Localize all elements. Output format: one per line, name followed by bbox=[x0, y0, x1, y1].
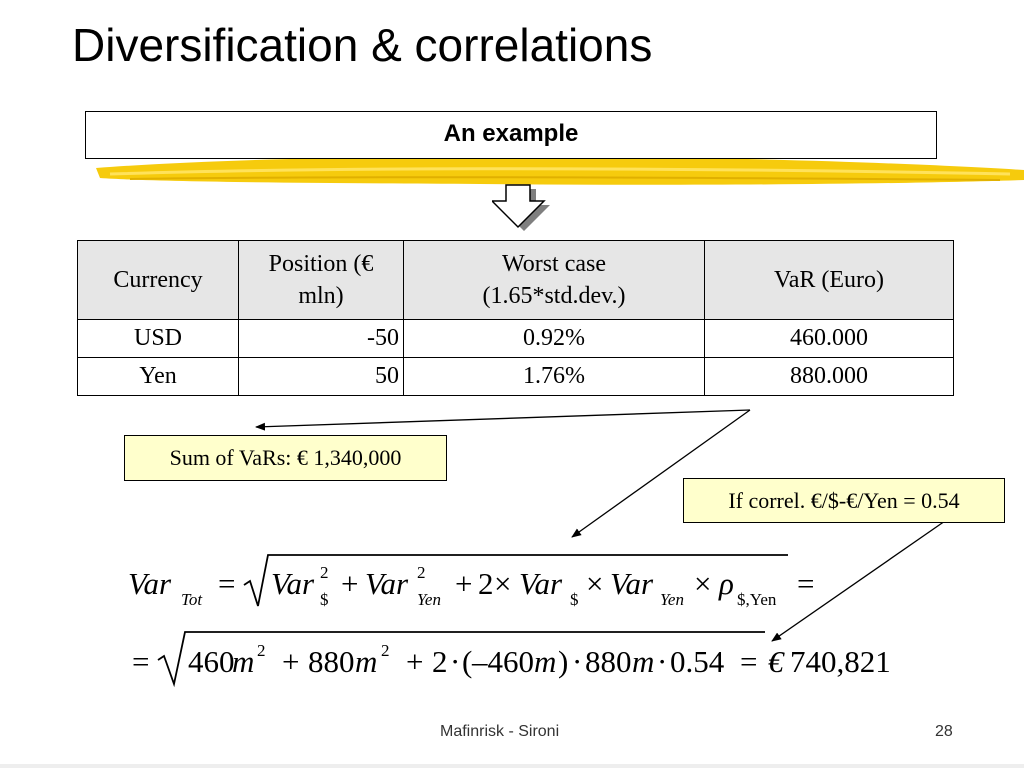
svg-text:m: m bbox=[355, 644, 377, 679]
example-banner: An example bbox=[85, 111, 937, 159]
svg-text:2: 2 bbox=[478, 566, 494, 601]
svg-text:$,Yen: $,Yen bbox=[737, 590, 777, 609]
svg-text:2: 2 bbox=[257, 641, 266, 660]
cell-worst-case: 1.76% bbox=[403, 357, 705, 396]
cell-currency: Yen bbox=[77, 357, 239, 396]
svg-text:+: + bbox=[406, 644, 423, 679]
header-position: Position (€ mln) bbox=[238, 240, 404, 320]
svg-text:Yen: Yen bbox=[660, 590, 684, 609]
table-header-row: Currency Position (€ mln) Worst case (1.… bbox=[77, 240, 954, 320]
svg-text:2: 2 bbox=[417, 563, 426, 582]
svg-text:$: $ bbox=[320, 590, 329, 609]
cell-var: 880.000 bbox=[704, 357, 954, 396]
svg-text:Tot: Tot bbox=[181, 590, 203, 609]
svg-text:$: $ bbox=[570, 590, 579, 609]
svg-text:=: = bbox=[132, 644, 149, 679]
svg-text:Var: Var bbox=[365, 566, 409, 601]
cell-var: 460.000 bbox=[704, 319, 954, 358]
svg-text:·: · bbox=[572, 644, 582, 679]
svg-text:€: € bbox=[768, 644, 785, 679]
svg-text:ρ: ρ bbox=[718, 566, 734, 601]
header-var: VaR (Euro) bbox=[704, 240, 954, 320]
svg-text:880: 880 bbox=[585, 644, 632, 679]
svg-text:2: 2 bbox=[432, 644, 448, 679]
svg-text:=: = bbox=[797, 566, 814, 601]
svg-text:·: · bbox=[450, 644, 460, 679]
svg-text:740,821: 740,821 bbox=[790, 644, 891, 679]
table-row: Yen 50 1.76% 880.000 bbox=[77, 357, 954, 396]
svg-text:–460: –460 bbox=[471, 644, 534, 679]
svg-text:460: 460 bbox=[188, 644, 235, 679]
svg-text:): ) bbox=[558, 644, 568, 679]
header-worst-case: Worst case (1.65*std.dev.) bbox=[403, 240, 705, 320]
svg-text:=: = bbox=[218, 566, 235, 601]
cell-worst-case: 0.92% bbox=[403, 319, 705, 358]
var-table: Currency Position (€ mln) Worst case (1.… bbox=[77, 240, 954, 396]
formula-line-2: = 460 m 2 + 880 m 2 + 2 · ( –460 m ) · 8… bbox=[132, 631, 891, 688]
arrow-to-sum bbox=[255, 409, 751, 431]
svg-text:+: + bbox=[282, 644, 299, 679]
bottom-divider bbox=[0, 764, 1024, 768]
svg-text:Var: Var bbox=[128, 566, 172, 601]
cell-currency: USD bbox=[77, 319, 239, 358]
svg-text:=: = bbox=[740, 644, 757, 679]
highlighter-stroke bbox=[96, 156, 1024, 185]
svg-text:m: m bbox=[534, 644, 556, 679]
arrow-from-correlation bbox=[771, 520, 946, 642]
slide-title: Diversification & correlations bbox=[72, 19, 653, 71]
svg-text:Yen: Yen bbox=[417, 590, 441, 609]
svg-text:×: × bbox=[694, 566, 711, 601]
svg-text:0.54: 0.54 bbox=[670, 644, 725, 679]
svg-text:Var: Var bbox=[610, 566, 654, 601]
svg-text:2: 2 bbox=[381, 641, 390, 660]
svg-text:2: 2 bbox=[320, 563, 329, 582]
svg-text:Var: Var bbox=[519, 566, 563, 601]
svg-text:m: m bbox=[232, 644, 254, 679]
svg-text:880: 880 bbox=[308, 644, 355, 679]
arrow-to-formula bbox=[571, 409, 751, 538]
svg-text:(: ( bbox=[462, 644, 472, 679]
svg-text:+: + bbox=[341, 566, 358, 601]
svg-text:m: m bbox=[632, 644, 654, 679]
block-down-arrow-icon bbox=[492, 184, 550, 231]
svg-text:×: × bbox=[494, 566, 511, 601]
page-number: 28 bbox=[935, 723, 953, 740]
sum-of-vars-callout: Sum of VaRs: € 1,340,000 bbox=[124, 435, 447, 481]
footer-author: Mafinrisk - Sironi bbox=[440, 723, 560, 740]
formula-line-1: Var Tot = Var 2 $ + Var 2 Yen + 2 × Var … bbox=[128, 554, 814, 609]
correlation-callout: If correl. €/$-€/Yen = 0.54 bbox=[683, 478, 1005, 523]
svg-text:+: + bbox=[455, 566, 472, 601]
table-row: USD -50 0.92% 460.000 bbox=[77, 319, 954, 358]
svg-text:·: · bbox=[657, 644, 667, 679]
header-currency: Currency bbox=[77, 240, 239, 320]
svg-text:×: × bbox=[586, 566, 603, 601]
cell-position: 50 bbox=[238, 357, 404, 396]
svg-text:Var: Var bbox=[271, 566, 315, 601]
